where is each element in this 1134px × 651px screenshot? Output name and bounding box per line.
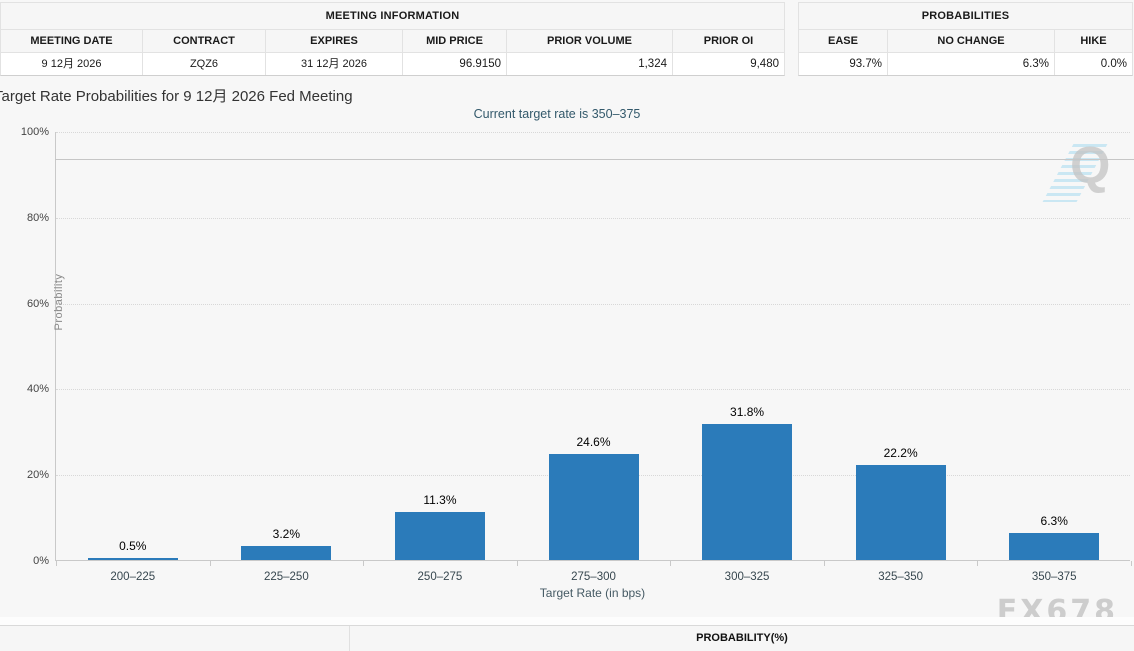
bottom-left-cell <box>0 626 350 651</box>
x-category-label: 325–350 <box>878 571 924 583</box>
col-mid-price: MID PRICE <box>403 30 507 52</box>
probabilities-table: PROBABILITIES EASE NO CHANGE HIKE 93.7% … <box>798 2 1133 76</box>
bar-225–250[interactable] <box>241 546 332 560</box>
bar-value-label: 24.6% <box>576 435 611 450</box>
x-axis-title: Target Rate (in bps) <box>539 586 646 600</box>
hamburger-menu-icon[interactable] <box>1096 87 1120 107</box>
col-prior-volume: PRIOR VOLUME <box>507 30 673 52</box>
col-expires: EXPIRES <box>266 30 403 52</box>
chart-subtitle: Current target rate is 350–375 <box>473 107 641 121</box>
x-category-label: 200–225 <box>110 571 156 583</box>
bar-200–225[interactable] <box>87 557 178 560</box>
chart-title: Target Rate Probabilities for 9 12月 2026… <box>0 88 353 105</box>
col-hike: HIKE <box>1080 35 1107 47</box>
col-meeting-date: MEETING DATE <box>1 30 143 52</box>
meeting-information-table: MEETING INFORMATION MEETING DATE CONTRAC… <box>0 2 785 76</box>
bottom-table-header: PROBABILITY(%) <box>0 625 1134 651</box>
y-axis-title: Probability <box>53 273 65 331</box>
bar-value-label: 3.2% <box>272 527 301 542</box>
bar-275–300[interactable] <box>548 454 639 560</box>
col-contract: CONTRACT <box>143 30 266 52</box>
divider-strip <box>0 617 1134 625</box>
value-prior-oi: 9,480 <box>750 58 779 70</box>
value-hike: 0.0% <box>1100 58 1127 70</box>
col-ease: EASE <box>799 30 888 52</box>
y-tick-label: 80% <box>26 211 49 224</box>
y-tick-label: 0% <box>33 555 49 567</box>
value-meeting-date: 9 12月 2026 <box>1 53 143 75</box>
probability-bar-chart: Target Rate Probabilities for 9 12月 2026… <box>0 76 1134 617</box>
x-tick <box>977 561 979 566</box>
y-tick-label: 60% <box>26 297 49 310</box>
y-tick-label: 40% <box>26 383 49 396</box>
bottom-probability-header: PROBABILITY(%) <box>696 632 788 644</box>
bar-value-label: 22.2% <box>883 445 918 460</box>
bar-300–325[interactable] <box>702 423 793 560</box>
x-category-label: 350–375 <box>1031 571 1077 583</box>
x-tick <box>823 561 825 566</box>
col-no-change: NO CHANGE <box>888 30 1055 52</box>
x-category-label: 250–275 <box>417 571 463 583</box>
x-category-label: 300–325 <box>724 571 770 583</box>
col-prior-oi: PRIOR OI <box>703 35 754 47</box>
bar-350–375[interactable] <box>1009 532 1100 560</box>
x-category-label: 275–300 <box>571 571 616 583</box>
gridline <box>56 132 1130 133</box>
value-no-change: 6.3% <box>888 53 1055 75</box>
plotline-937 <box>55 159 1134 161</box>
x-tick <box>209 561 211 566</box>
value-ease: 93.7% <box>799 53 888 75</box>
value-contract: ZQZ6 <box>143 53 266 75</box>
gridline <box>56 389 1130 391</box>
x-tick <box>56 561 57 566</box>
x-tick <box>670 561 672 566</box>
y-tick-label: 20% <box>26 469 49 482</box>
bar-value-label: 6.3% <box>1040 513 1068 528</box>
y-tick-label: 100% <box>20 126 49 138</box>
meeting-information-value-row: 9 12月 2026 ZQZ6 31 12月 2026 96.9150 1,32… <box>1 53 784 75</box>
gridline <box>56 303 1130 305</box>
meeting-information-title: MEETING INFORMATION <box>1 3 784 30</box>
value-expires: 31 12月 2026 <box>266 53 403 75</box>
bar-value-label: 11.3% <box>423 492 457 507</box>
bar-325–350[interactable] <box>855 464 946 560</box>
gridline <box>56 217 1130 219</box>
x-tick <box>1131 561 1132 566</box>
meeting-information-header-row: MEETING DATE CONTRACT EXPIRES MID PRICE … <box>1 30 784 53</box>
bar-250–275[interactable] <box>394 511 485 560</box>
probabilities-title: PROBABILITIES <box>799 3 1132 30</box>
value-prior-volume: 1,324 <box>507 53 673 75</box>
value-mid-price: 96.9150 <box>403 53 507 75</box>
probabilities-value-row: 93.7% 6.3% 0.0% <box>799 53 1132 75</box>
plot-area: 100% 80% 60% 40% 20% 0% 0.5% 200–225 3.2% 225–250… <box>21 126 1134 583</box>
x-tick <box>516 561 518 566</box>
probabilities-header-row: EASE NO CHANGE HIKE <box>799 30 1132 53</box>
x-tick <box>363 561 365 566</box>
x-category-label: 225–250 <box>263 571 309 583</box>
bar-value-label: 31.8% <box>730 404 765 419</box>
bar-value-label: 0.5% <box>119 538 147 553</box>
